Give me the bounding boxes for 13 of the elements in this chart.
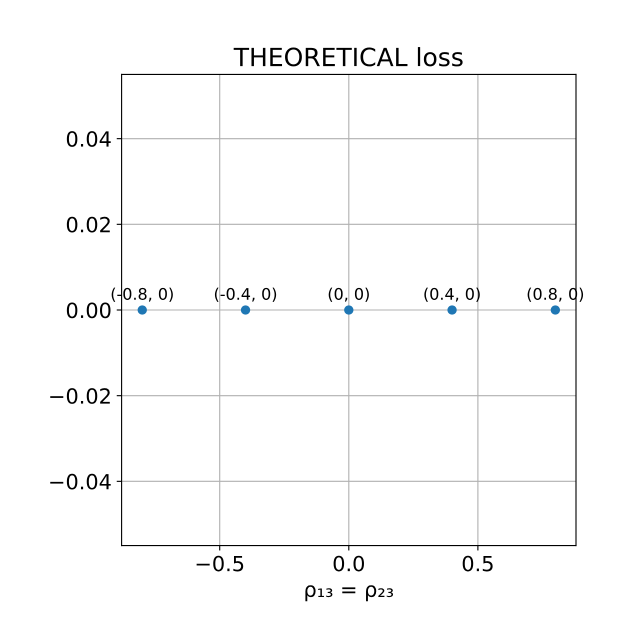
x-tick-label: 0.5 [462,556,493,572]
y-tick-label: 0.02 [66,216,110,233]
x-tick-label: −0.5 [196,556,244,572]
annotation: (0.4, 0) [424,288,480,302]
y-tick-label: 0.04 [66,131,111,147]
y-tick-label: −0.04 [50,474,111,490]
chart-title: THEORETICAL loss [234,47,463,66]
y-tick-label: 0.00 [66,302,110,318]
x-axis-title: ρ₁₃ = ρ₂₃ [305,585,394,602]
annotation: (0, 0) [328,288,369,302]
x-tick-label: 0.0 [334,556,364,572]
y-tick-label: −0.02 [50,388,110,404]
annotation: (-0.4, 0) [214,288,276,302]
